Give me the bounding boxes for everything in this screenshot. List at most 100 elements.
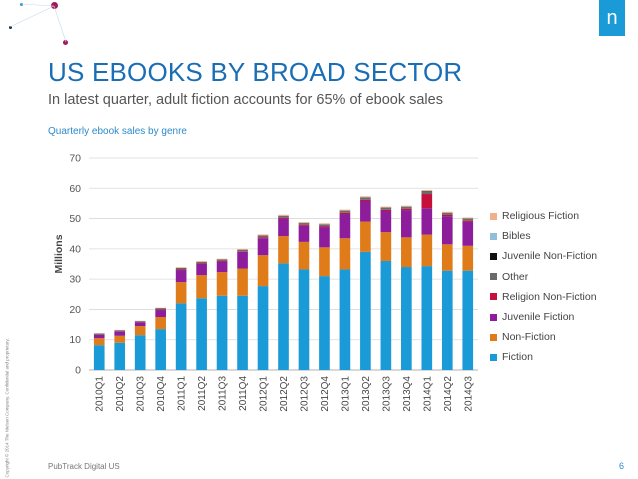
bar-segment-other: [257, 235, 269, 238]
bar-segment-non-fiction: [196, 275, 207, 299]
bar-segment-other: [114, 330, 126, 332]
legend-swatch: [490, 252, 497, 260]
bar-segment-non-fiction: [237, 268, 248, 296]
bar-segment-fiction: [421, 266, 433, 370]
legend-label: Juvenile Non-Fiction: [502, 250, 598, 263]
bar-segment-juvenile-fiction: [155, 310, 166, 317]
bar-segment-juvenile-fiction: [380, 211, 392, 233]
bar-segment-non-fiction: [360, 221, 371, 252]
bar-segment-juvenile-fiction: [339, 214, 351, 239]
legend-item: Juvenile Non-Fiction: [490, 246, 597, 266]
y-tick-label: 60: [69, 183, 81, 195]
bar-segment-religious-fiction: [196, 261, 207, 262]
bar-segment-fiction: [360, 251, 371, 370]
bar-segment-other: [134, 321, 146, 323]
legend-item: Non-Fiction: [490, 327, 597, 347]
nielsen-logo: n: [599, 0, 625, 36]
bar-segment-religion-non-fiction: [298, 224, 310, 226]
bar-segment-non-fiction: [155, 317, 166, 330]
decorative-dot: [63, 40, 68, 45]
y-tick-label: 70: [69, 153, 81, 165]
legend-label: Religion Non-Fiction: [502, 290, 597, 303]
bar-segment-religious-fiction: [216, 258, 228, 260]
bar-segment-juvenile-fiction: [441, 216, 453, 245]
page-number: 6: [619, 461, 625, 471]
bar-segment-fiction: [339, 269, 351, 370]
x-tick-label: 2014Q3: [463, 376, 474, 412]
bar-segment-religious-fiction: [278, 214, 289, 216]
bar-segment-religious-fiction: [380, 206, 392, 208]
bar-segment-other: [237, 250, 248, 252]
bar-segment-juvenile-fiction: [216, 261, 228, 273]
legend-item: Fiction: [490, 347, 597, 367]
legend-swatch: [490, 273, 497, 281]
bar-segment-non-fiction: [134, 326, 146, 336]
bar-segment-religion-non-fiction: [175, 269, 187, 271]
bar-segment-other: [421, 191, 433, 195]
bar-segment-religious-fiction: [401, 205, 412, 207]
bar-segment-non-fiction: [175, 282, 187, 304]
x-tick-label: 2012Q4: [320, 376, 331, 412]
legend-label: Non-Fiction: [502, 331, 556, 344]
decorative-dot: [51, 2, 58, 9]
chart-caption: Quarterly ebook sales by genre: [48, 126, 187, 137]
x-tick-label: 2012Q2: [279, 376, 290, 412]
y-axis-label: Millions: [53, 234, 65, 273]
bar-segment-non-fiction: [93, 338, 105, 346]
bar-segment-fiction: [257, 286, 269, 370]
bar-segment-juvenile-fiction: [257, 238, 269, 256]
bar-segment-fiction: [237, 295, 248, 370]
y-tick-label: 0: [75, 365, 81, 377]
legend-swatch: [490, 313, 497, 321]
bar-segment-fiction: [298, 269, 310, 370]
legend-swatch: [490, 212, 497, 220]
bar-segment-other: [360, 197, 371, 200]
chart-legend: Religious Fiction Bibles Juvenile Non-Fict…: [490, 206, 597, 368]
bar-segment-religion-non-fiction: [278, 217, 289, 219]
bar-segment-religion-non-fiction: [441, 214, 453, 217]
bar-segment-other: [339, 211, 351, 213]
bar-segment-religion-non-fiction: [237, 251, 248, 252]
bar-segment-non-fiction: [421, 234, 433, 267]
x-tick-label: 2011Q4: [238, 376, 249, 411]
legend-label: Juvenile Fiction: [502, 311, 575, 324]
y-tick-label: 10: [69, 334, 81, 346]
bar-segment-juvenile-fiction: [319, 227, 330, 248]
bar-segment-juvenile-fiction: [134, 322, 146, 327]
bar-segment-religious-fiction: [339, 209, 351, 211]
bar-segment-fiction: [380, 260, 392, 370]
page-title: US EBOOKS BY BROAD SECTOR: [48, 57, 463, 87]
legend-item: Juvenile Fiction: [490, 307, 597, 327]
legend-label: Bibles: [502, 230, 531, 243]
bar-segment-non-fiction: [380, 232, 392, 261]
bar-segment-juvenile-fiction: [298, 225, 310, 242]
bar-segment-religion-non-fiction: [196, 263, 207, 264]
bar-segment-religious-fiction: [319, 223, 330, 225]
bar-segment-juvenile-fiction: [401, 210, 412, 238]
bar-segment-religion-non-fiction: [360, 199, 371, 202]
bar-segment-other: [319, 224, 330, 227]
bar-segment-non-fiction: [257, 255, 269, 287]
x-tick-label: 2010Q3: [136, 376, 147, 412]
y-tick-label: 50: [69, 213, 81, 225]
legend-swatch: [490, 333, 497, 341]
bar-segment-other: [196, 262, 207, 264]
legend-item: Bibles: [490, 226, 597, 246]
bar-segment-juvenile-fiction: [462, 221, 474, 246]
bar-segment-juvenile-fiction: [421, 208, 433, 235]
bar-segment-religion-non-fiction: [401, 208, 412, 211]
bar-segment-juvenile-fiction: [93, 334, 105, 339]
legend-item: Religion Non-Fiction: [490, 287, 597, 307]
bar-segment-other: [175, 268, 187, 270]
bar-segment-religion-non-fiction: [319, 226, 330, 228]
bar-segment-fiction: [401, 267, 412, 370]
bar-segment-other: [155, 308, 166, 310]
bar-segment-other: [298, 223, 310, 225]
bar-segment-non-fiction: [319, 247, 330, 277]
legend-label: Other: [502, 270, 529, 283]
bar-segment-juvenile-fiction: [278, 218, 289, 237]
bar-segment-juvenile-fiction: [196, 264, 207, 276]
bar-segment-non-fiction: [339, 238, 351, 270]
bar-segment-non-fiction: [441, 244, 453, 271]
